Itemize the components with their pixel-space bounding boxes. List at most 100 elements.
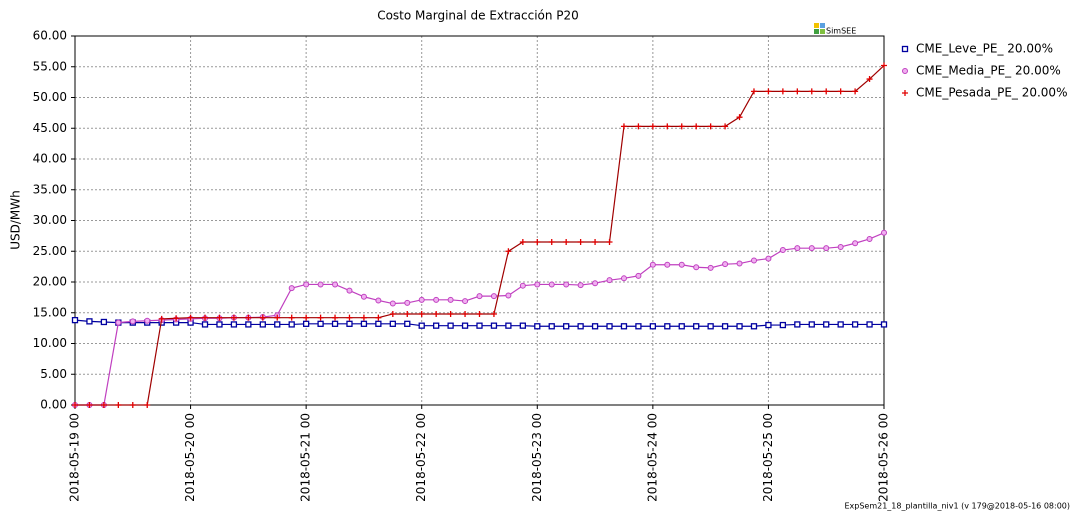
marker [563,323,570,330]
marker [144,402,151,408]
marker [317,314,324,321]
x-tick-label: 2018-05-24 00 [645,413,659,502]
marker [808,321,815,328]
marker [750,257,757,264]
marker [230,314,237,321]
marker [765,88,772,95]
marker [360,293,367,300]
y-tick-label: 60.00 [33,29,67,43]
marker [881,229,887,236]
marker [736,260,743,267]
marker [693,123,700,130]
marker [620,123,627,130]
legend-label: CME_Leve_PE_ 20.00% [916,42,1053,56]
legend-item: CME_Media_PE_ 20.00% [902,64,1061,78]
marker [693,264,700,271]
marker [678,123,685,130]
marker [577,323,584,330]
marker [389,310,396,317]
marker [750,323,758,330]
series-line [75,65,885,406]
marker [505,322,512,329]
marker [837,88,844,95]
legend-label: CME_Media_PE_ 20.00% [916,64,1061,78]
logo-block [820,29,825,34]
x-tick-label: 2018-05-23 00 [530,413,544,502]
y-tick-label: 55.00 [33,59,67,73]
marker [635,123,642,130]
marker [71,316,79,324]
marker [606,323,613,330]
marker [693,323,700,330]
marker [620,275,627,282]
marker [901,45,909,53]
marker [866,321,873,328]
marker [851,321,859,328]
legend-item: CME_Pesada_PE_ 20.00% [902,86,1067,100]
marker [346,287,353,294]
marker [418,310,425,317]
marker [794,245,801,252]
marker [274,314,281,321]
x-tick-label: 2018-05-22 00 [414,413,428,502]
marker [823,88,830,95]
marker [563,281,570,288]
marker [837,243,844,250]
marker [216,314,223,321]
marker [216,321,223,328]
marker [837,321,844,328]
y-tick-label: 5.00 [40,367,67,381]
logo: SimSEE [814,23,856,36]
marker [548,281,555,288]
marker [144,317,151,324]
y-tick-label: 20.00 [33,275,67,289]
marker [230,321,238,328]
marker [86,318,93,325]
marker [707,264,714,271]
x-tick-label: 2018-05-20 00 [183,413,197,502]
marker [881,62,887,69]
marker [779,321,787,329]
marker [534,239,541,246]
marker [779,247,786,254]
marker [664,323,671,330]
x-tick-label: 2018-05-25 00 [761,413,775,502]
marker [519,322,526,329]
marker [389,300,396,307]
marker [866,76,873,83]
marker [534,281,541,288]
marker [187,314,194,321]
logo-block [820,23,825,28]
marker [404,299,411,306]
marker [664,123,671,130]
x-tick-label: 2018-05-21 00 [299,413,313,502]
marker [158,315,165,322]
marker [202,314,209,321]
chart-title: Costo Marginal de Extracción P20 [377,9,579,23]
marker [462,310,469,317]
marker [490,322,498,329]
marker [461,322,469,329]
marker [722,261,729,268]
marker [375,297,382,304]
marker [303,314,310,321]
marker [129,318,136,325]
marker [346,314,353,321]
marker [779,88,786,95]
marker [794,88,801,95]
legend-item: CME_Leve_PE_ 20.00% [901,42,1053,56]
marker [476,310,483,317]
marker [736,323,743,330]
marker [404,320,411,327]
logo-block [814,23,819,28]
marker [519,239,526,246]
marker [476,293,483,300]
marker [548,323,555,330]
marker [447,322,454,329]
marker [433,322,440,329]
marker [490,310,497,317]
marker [707,323,714,330]
marker [591,323,599,330]
